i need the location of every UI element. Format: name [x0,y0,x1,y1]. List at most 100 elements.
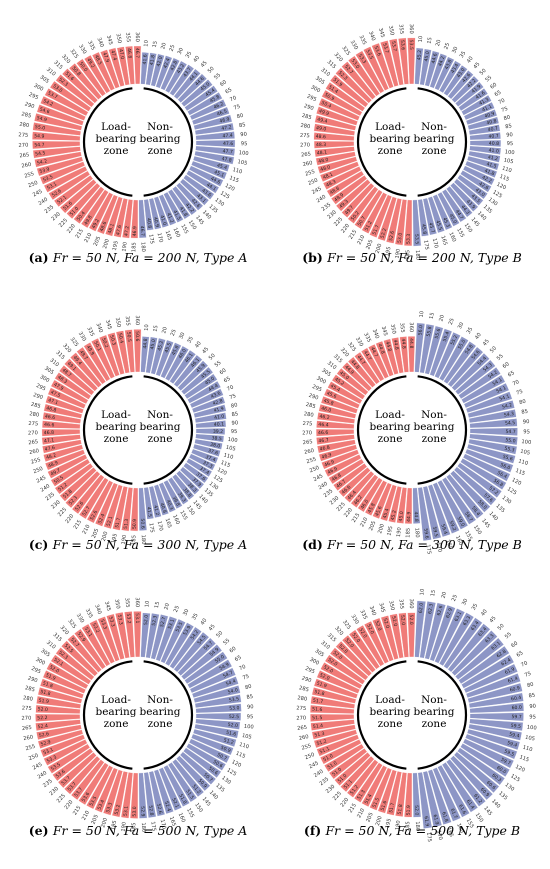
angle-label: 85 [521,409,528,416]
angle-label: 255 [304,169,315,178]
value-label: 52.7 [69,637,80,649]
bar-200 [103,484,124,530]
bar-175 [143,486,155,520]
bar-190 [121,486,134,532]
bar-235 [332,462,368,492]
value-label: 48.0 [318,157,329,165]
value-label: 51.0 [337,773,349,784]
angle-label: 110 [238,742,249,751]
bar-150 [441,188,467,223]
angle-label: 100 [243,724,253,731]
value-label: 54.3 [482,362,494,373]
angle-label: 80 [236,113,244,120]
bar-220 [350,474,379,508]
value-label: 54.9 [218,662,230,672]
bar-40 [169,349,197,385]
angle-label: 60 [219,79,228,88]
bar-300 [44,87,89,117]
angle-label: 185 [405,250,411,260]
angle-label: 345 [104,319,112,330]
value-label: 47.9 [53,382,65,392]
angle-label: 110 [223,452,234,461]
bar-145 [171,473,195,501]
angle-label: 340 [93,604,102,615]
bar-160 [432,194,453,231]
value-label: 53.9 [39,166,51,175]
angle-label: 215 [348,803,358,815]
bar-305 [325,81,366,112]
angle-label: 20 [435,39,442,47]
bar-145 [171,185,198,216]
bar-35 [438,612,475,667]
value-label: 61.7 [449,808,459,820]
angle-label: 180 [140,242,146,252]
bar-95 [195,712,242,721]
bar-85 [194,412,227,424]
bar-55 [180,366,214,396]
bar-290 [39,678,85,699]
angle-label: 140 [476,211,487,222]
angle-label: 260 [304,448,315,456]
bar-220 [71,474,105,515]
value-label: 51.7 [114,517,122,528]
value-label: 48.3 [316,142,326,148]
angle-label: 130 [213,197,225,208]
bar-70 [189,98,227,121]
bar-310 [55,74,95,108]
value-label: 53.6 [81,791,92,803]
value-label: 52.2 [379,228,388,240]
bar-135 [453,751,500,794]
angle-label: 285 [30,402,41,410]
nonbearing-arc [417,375,468,485]
nonbearing-zone-label: Non- [147,409,173,421]
bar-235 [52,747,94,782]
angle-label: 55 [504,631,513,640]
bar-275 [316,420,355,429]
angle-label: 110 [522,745,533,754]
value-label: 63.3 [484,633,496,645]
angle-label: 255 [25,744,36,753]
value-label: 46.8 [46,405,57,413]
bar-280 [32,122,82,136]
bar-210 [86,480,114,524]
angle-label: 60 [219,368,228,377]
bar-325 [73,628,107,670]
bar-270 [41,428,81,437]
bar-290 [320,395,359,414]
bar-110 [466,728,521,751]
value-label: 42.8 [169,60,179,72]
bar-280 [316,412,356,424]
bar-20 [424,50,440,87]
bar-150 [167,761,198,803]
bar-310 [58,364,95,396]
bar-45 [173,354,203,388]
value-label: 45.6 [374,505,383,517]
bar-145 [445,473,484,520]
angle-label: 190 [121,822,128,833]
angle-label: 330 [349,39,359,51]
value-label: 51.8 [62,489,74,500]
angle-label: 220 [340,223,351,235]
value-label: 41.9 [471,84,483,95]
angle-label: 135 [494,503,505,514]
angle-label: 260 [298,734,309,742]
bar-105 [468,723,523,741]
bar-330 [360,347,385,382]
angle-label: 110 [501,166,512,175]
value-label: 48.6 [316,134,327,141]
angle-label: 70 [497,98,505,106]
bar-195 [113,197,129,238]
bar-25 [429,604,456,662]
angle-label: 60 [489,82,498,91]
angle-label: 20 [438,314,445,322]
bar-155 [437,479,469,530]
value-label: 58.7 [463,511,474,523]
load-zone-label: zone [104,433,129,445]
angle-label: 230 [50,211,61,222]
bar-10 [414,600,427,658]
bar-165 [427,484,451,538]
angle-label: 310 [45,67,56,78]
bar-340 [372,617,394,662]
bar-330 [355,50,385,94]
